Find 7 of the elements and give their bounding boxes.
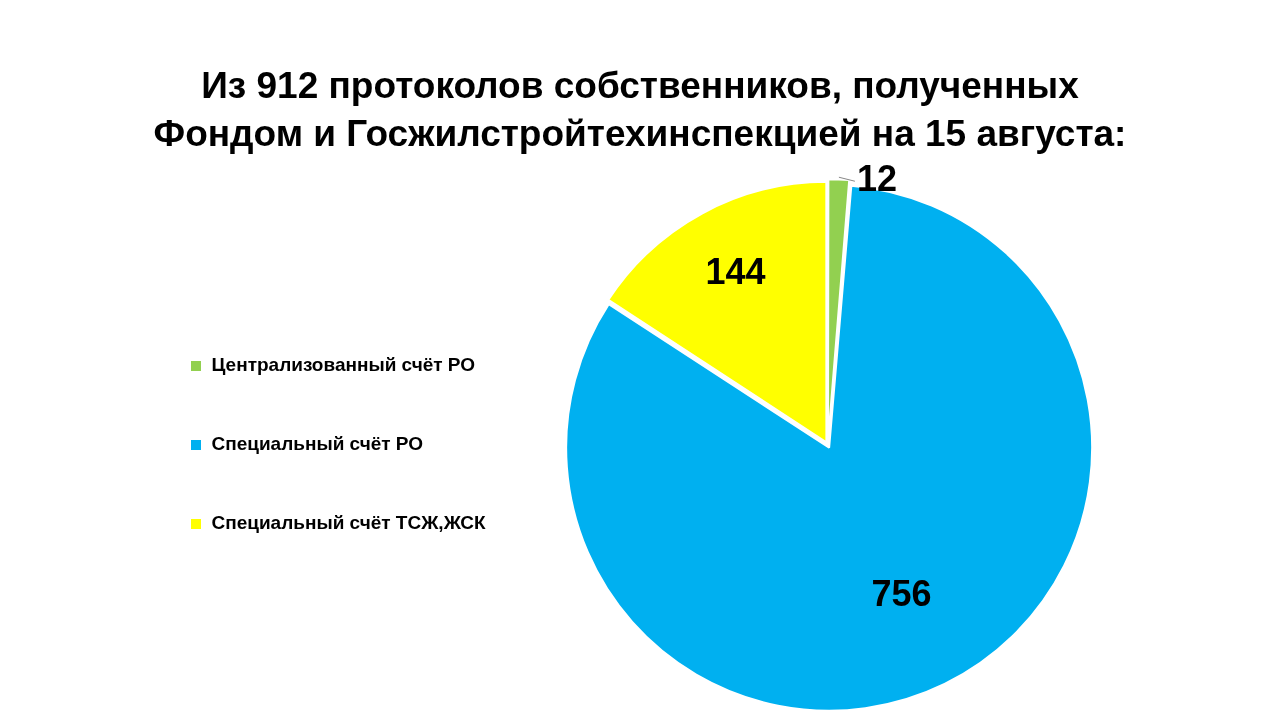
legend-label: Специальный счёт ТСЖ,ЖСК xyxy=(211,512,487,534)
chart-title: Из 912 протоколов собственников, полученных Фондом и Госжилстройтехинспекцией на 15 августа: xyxy=(152,64,1128,156)
data-label: 12 xyxy=(856,158,897,200)
data-label: 756 xyxy=(871,572,932,614)
data-label: 144 xyxy=(705,251,766,293)
legend-label: Специальный счёт РО xyxy=(211,433,424,455)
legend-label: Централизованный счёт РО xyxy=(211,354,476,376)
